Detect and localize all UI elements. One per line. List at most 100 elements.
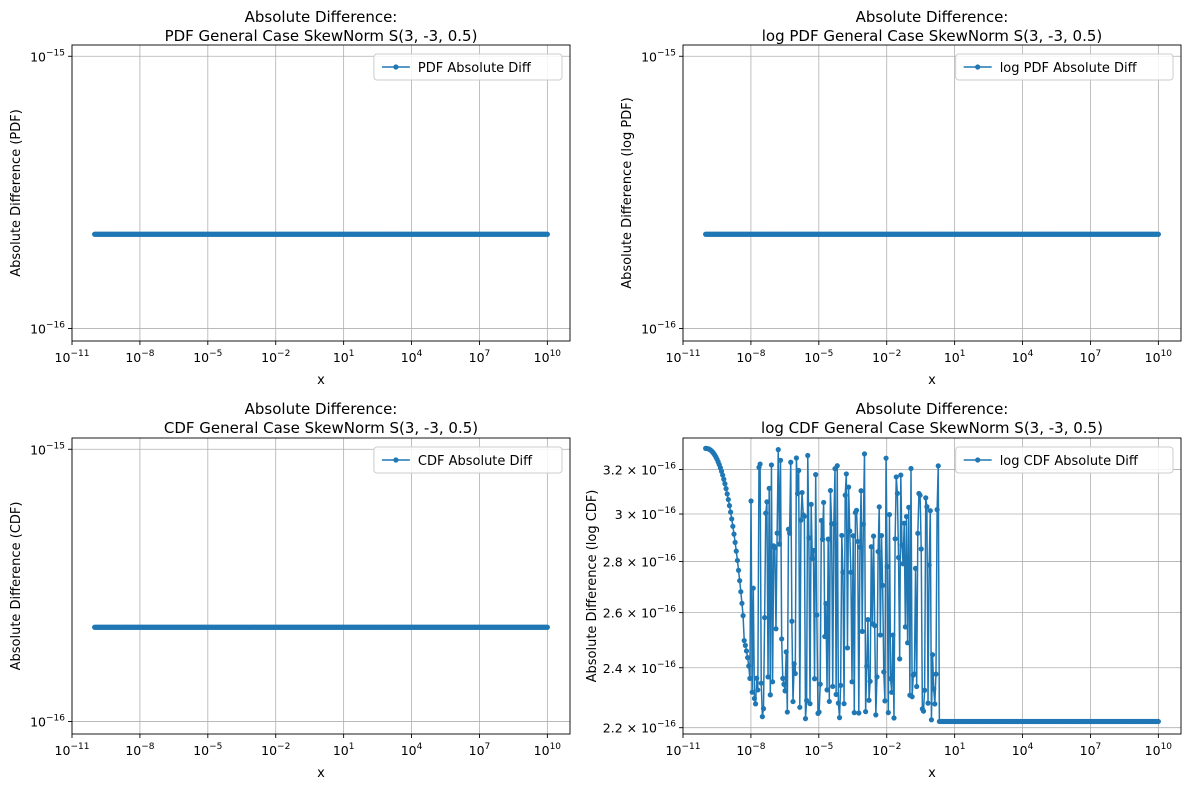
data-point: [849, 679, 855, 685]
data-point: [877, 632, 883, 638]
legend-label: log CDF Absolute Diff: [1000, 454, 1139, 469]
data-point: [810, 547, 817, 554]
plot-frame: [71, 44, 571, 342]
data-point: [903, 513, 910, 520]
data-point: [758, 680, 764, 686]
legend-label: PDF Absolute Diff: [418, 61, 532, 76]
data-point: [780, 675, 786, 681]
data-point: [767, 692, 773, 698]
data-point: [895, 554, 902, 561]
data-point: [926, 562, 932, 568]
data-point: [769, 679, 776, 685]
data-point: [801, 513, 807, 519]
data-point: [809, 555, 815, 562]
data-point: [808, 501, 814, 507]
data-point: [863, 709, 869, 715]
data-point: [909, 694, 915, 700]
data-point: [779, 636, 785, 642]
legend-marker: [393, 64, 399, 70]
plot-frame: [682, 437, 1182, 735]
y-tick-label: 2.4 × 10−16: [603, 660, 676, 676]
x-tick-label: 101: [333, 349, 355, 365]
data-point: [721, 476, 727, 482]
chart-title-line: Absolute Difference:: [245, 8, 398, 26]
data-point: [850, 533, 856, 539]
legend-box: [373, 53, 563, 81]
data-point: [787, 530, 793, 536]
data-point: [856, 710, 862, 716]
data-point: [880, 582, 886, 589]
data-point: [826, 698, 832, 705]
x-tick-label: 101: [333, 742, 355, 758]
x-tick-label: 10−11: [666, 349, 701, 365]
data-point: [762, 615, 768, 621]
data-point: [805, 452, 811, 459]
data-point: [799, 489, 805, 496]
data-point: [741, 637, 747, 644]
data-point: [870, 533, 877, 539]
legend-box: [955, 53, 1174, 81]
data-point: [819, 536, 826, 542]
y-tick-label: 10−15: [30, 48, 65, 64]
x-tick-label: 10−8: [736, 742, 765, 758]
data-point: [735, 567, 742, 573]
data-point: [816, 709, 822, 715]
data-point: [934, 507, 940, 513]
data-point: [864, 663, 870, 669]
data-point: [928, 717, 935, 723]
data-point: [798, 517, 804, 523]
plot-frame: [682, 44, 1182, 342]
data-point: [924, 504, 930, 510]
data-point: [781, 681, 787, 687]
data-point: [859, 628, 865, 634]
data-point: [725, 496, 731, 503]
plot-frame: [71, 437, 571, 735]
data-point: [861, 451, 868, 457]
data-point: [884, 563, 890, 570]
data-point: [788, 459, 794, 465]
data-point: [835, 700, 841, 706]
data-point: [821, 499, 827, 506]
y-tick-label: 10−16: [30, 321, 65, 337]
data-point: [813, 472, 819, 478]
grid: [71, 438, 570, 734]
data-point: [750, 585, 756, 591]
data-point: [885, 710, 891, 716]
legend: log PDF Absolute Diff: [955, 53, 1174, 81]
data-point: [785, 526, 792, 532]
data-point: [763, 510, 769, 516]
data-point: [720, 472, 726, 478]
data-point: [912, 565, 919, 572]
data-point: [765, 674, 771, 680]
subplot-4: 10−11 10−8 10−5 10−2 101 104 107 1010 2.2 × 10−1…: [585, 400, 1182, 781]
data-point: [842, 492, 848, 498]
data-point: [790, 698, 796, 705]
data-point: [772, 545, 778, 551]
data-point: [752, 701, 759, 707]
data-point: [874, 674, 880, 680]
legend-label: CDF Absolute Diff: [418, 454, 533, 469]
x-tick-label: 10−5: [804, 742, 833, 758]
data-point: [831, 521, 837, 527]
data-point: [906, 504, 912, 510]
legend: log CDF Absolute Diff: [955, 446, 1174, 474]
y-tick-label: 10−15: [30, 441, 65, 457]
series-1: [92, 624, 550, 630]
x-tick-label: 104: [401, 349, 423, 365]
x-tick-label: 1010: [534, 349, 562, 365]
data-point: [883, 455, 889, 461]
y-tick-label: 2.6 × 10−16: [603, 605, 676, 621]
chart-title-line: log PDF General Case SkewNorm S(3, -3, 0…: [762, 27, 1103, 45]
data-point: [793, 455, 800, 461]
data-point: [743, 648, 750, 654]
data-point: [792, 670, 798, 677]
data-point: [920, 708, 927, 714]
data-point: [776, 541, 782, 547]
x-tick-label: 107: [1080, 742, 1102, 758]
subplot-1: 10−11 10−8 10−5 10−2 101 104 107 1010 10−15 10−16…: [9, 8, 571, 388]
legend-marker: [393, 457, 399, 463]
data-point: [878, 532, 885, 539]
data-point: [846, 484, 852, 490]
chart-title-line: log CDF General Case SkewNorm S(3, -3, 0…: [761, 419, 1103, 437]
